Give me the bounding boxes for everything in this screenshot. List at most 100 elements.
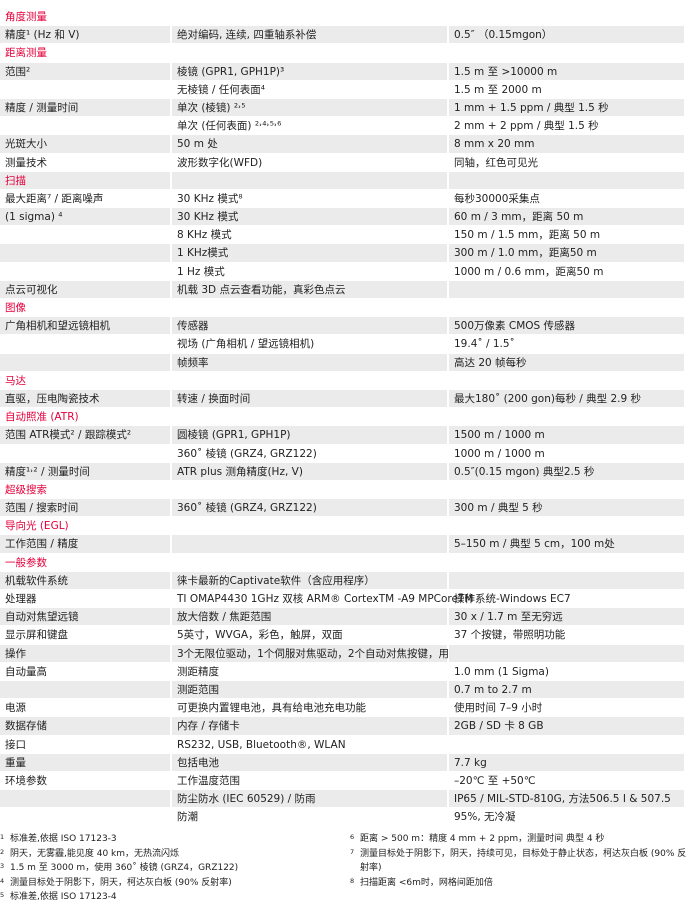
value-cell: 95%, 无冷凝 — [449, 808, 684, 827]
table-row: 视场 (广角相机 / 望远镜相机) 19.4˚ / 1.5˚ — [0, 335, 684, 354]
condition-cell: 3个无限位驱动，1个伺服对焦驱动，2个自动对焦按键，用户自定义快捷键 — [172, 644, 523, 663]
condition-cell: 棱镜 (GPR1, GPH1P)³ — [172, 62, 447, 81]
condition-cell — [172, 535, 447, 554]
condition-cell: 测距范围 — [172, 680, 447, 700]
value-cell — [449, 571, 684, 590]
table-row: 直驱，压电陶瓷技术 转速 / 换面时间 最大180˚ (200 gon)每秒 / 典… — [0, 389, 684, 409]
parameter-cell — [0, 445, 170, 463]
value-cell: 37 个按键，带照明功能 — [449, 626, 684, 645]
parameter-cell: 操作 — [0, 644, 170, 663]
table-row: 自动量高 测距精度 1.0 mm (1 Sigma) — [0, 663, 684, 681]
parameter-cell: 测量技术 — [0, 154, 170, 172]
condition-cell: 圆棱镜 (GPR1, GPH1P) — [172, 426, 447, 445]
condition-cell: 防尘防水 (IEC 60529) / 防雨 — [172, 790, 447, 809]
value-cell: 19.4˚ / 1.5˚ — [449, 335, 684, 354]
condition-cell: 帧频率 — [172, 353, 447, 372]
value-cell: 300 m / 典型 5 秒 — [449, 499, 684, 518]
section-title: 自动照准 (ATR) — [0, 408, 170, 427]
value-cell: –20℃ 至 +50℃ — [449, 772, 684, 791]
parameter-cell — [0, 244, 170, 263]
condition-cell: 360˚ 棱镜 (GRZ4, GRZ122) — [172, 499, 447, 518]
footnote-number: 1 — [0, 833, 5, 841]
value-cell — [449, 299, 684, 318]
footnote: 7 测量目标处于阴影下，阴天，持续可见，目标处于静止状态，柯达灰白板 (90% 反… — [350, 847, 690, 876]
footnotes-left: 1 标准差,依据 ISO 17123-3 2 阴天，无雾霾,能见度 40 km，无热流… — [0, 832, 340, 905]
condition-cell — [172, 8, 447, 27]
section-header: 扫描 — [0, 171, 684, 190]
parameter-cell: 环境参数 — [0, 772, 170, 791]
section-header: 图像 — [0, 299, 684, 318]
value-cell — [449, 481, 684, 500]
condition-cell: 1 Hz 模式 — [172, 263, 447, 281]
condition-cell: 单次 (任何表面) ²˒⁴˒⁵˒⁶ — [172, 117, 447, 136]
condition-cell: 内存 / 存储卡 — [172, 717, 447, 736]
value-cell: 同轴，红色可见光 — [449, 154, 684, 172]
parameter-cell: 最大距离⁷ / 距离噪声 — [0, 190, 170, 209]
condition-cell: 测距精度 — [172, 663, 447, 681]
footnote-number: 6 — [350, 833, 355, 841]
table-row: 广角相机和望远镜相机 传感器 500万像素 CMOS 传感器 — [0, 317, 684, 336]
section-title: 超级搜索 — [0, 481, 170, 500]
footnote-text: 标准差,依据 ISO 17123-3 — [10, 834, 117, 844]
parameter-cell — [0, 808, 170, 827]
value-cell: 30 x / 1.7 m 至无穷远 — [449, 608, 684, 627]
section-title: 扫描 — [0, 171, 170, 190]
section-title: 距离测量 — [0, 44, 170, 63]
table-row: 机载软件系统 徕卡最新的Captivate软件（含应用程序） — [0, 571, 684, 590]
table-row: 帧频率 高达 20 帧每秒 — [0, 353, 684, 372]
table-row: 接口 RS232, USB, Bluetooth®, WLAN — [0, 736, 684, 754]
section-header: 角度测量 — [0, 8, 684, 27]
condition-cell: ATR plus 测角精度(Hz, V) — [172, 462, 447, 481]
condition-cell: 8 KHz 模式 — [172, 226, 447, 245]
footnote: 1 标准差,依据 ISO 17123-3 — [0, 832, 340, 847]
table-row: 测量技术 波形数字化(WFD) 同轴，红色可见光 — [0, 154, 684, 172]
parameter-cell — [0, 117, 170, 136]
condition-cell: 包括电池 — [172, 753, 447, 772]
footnote: 2 阴天，无雾霾,能见度 40 km，无热流闪烁 — [0, 847, 340, 862]
parameter-cell: 机载软件系统 — [0, 571, 170, 590]
condition-cell — [172, 517, 447, 536]
parameter-cell: 数据存储 — [0, 717, 170, 736]
value-cell — [449, 408, 684, 427]
parameter-cell: 精度 / 测量时间 — [0, 98, 170, 118]
section-header: 一般参数 — [0, 554, 684, 572]
value-cell: 150 m / 1.5 mm，距离 50 m — [449, 226, 684, 245]
value-cell: 1 mm + 1.5 ppm / 典型 1.5 秒 — [449, 98, 684, 118]
table-row: 1 Hz 模式 1000 m / 0.6 mm，距离50 m — [0, 263, 684, 281]
condition-cell: 工作温度范围 — [172, 772, 447, 791]
footnote: 8 扫描距离 <6m时，网格间距加倍 — [350, 876, 690, 891]
footnote-text: 测量目标处于阴影下，阴天，持续可见，目标处于静止状态，柯达灰白板 (90% 反射… — [360, 848, 687, 874]
parameter-cell — [0, 226, 170, 245]
parameter-cell: 点云可视化 — [0, 280, 170, 299]
parameter-cell — [0, 81, 170, 99]
value-cell: 0.7 m to 2.7 m — [449, 680, 684, 700]
condition-cell: 防潮 — [172, 808, 447, 827]
table-row: 防尘防水 (IEC 60529) / 防雨 IP65 / MIL-STD-810G… — [0, 790, 684, 809]
section-header: 马达 — [0, 372, 684, 390]
value-cell: 最大180˚ (200 gon)每秒 / 典型 2.9 秒 — [449, 389, 684, 409]
value-cell: 500万像素 CMOS 传感器 — [449, 317, 684, 336]
section-title: 导向光 (EGL) — [0, 517, 170, 536]
parameter-cell: 自动对焦望远镜 — [0, 608, 170, 627]
table-row: 数据存储 内存 / 存储卡 2GB / SD 卡 8 GB — [0, 717, 684, 736]
footnote-text: 测量目标处于阴影下，阴天，柯达灰白板 (90% 反射率) — [10, 877, 232, 888]
table-row: 工作范围 / 精度 5–150 m / 典型 5 cm，100 m处 — [0, 535, 684, 554]
parameter-cell: 范围 / 搜索时间 — [0, 499, 170, 518]
condition-cell: 单次 (棱镜) ²˒⁵ — [172, 98, 447, 118]
section-title: 一般参数 — [0, 554, 170, 572]
value-cell: 8 mm x 20 mm — [449, 135, 684, 154]
condition-cell: 50 m 处 — [172, 135, 447, 154]
parameter-cell — [0, 680, 170, 700]
footnote-text: 标准差,依据 ISO 17123-4 — [10, 892, 117, 902]
value-cell — [449, 280, 684, 299]
condition-cell: TI OMAP4430 1GHz 双核 ARM® CortexTM -A9 MP… — [172, 590, 473, 609]
section-header: 超级搜索 — [0, 481, 684, 500]
table-row: 无棱镜 / 任何表面⁴ 1.5 m 至 2000 m — [0, 81, 684, 99]
value-cell: 高达 20 帧每秒 — [449, 353, 684, 372]
footnote-number: 7 — [350, 847, 355, 856]
value-cell: 1000 m / 1000 m — [449, 445, 684, 463]
parameter-cell: 显示屏和键盘 — [0, 626, 170, 645]
table-row: 精度 / 测量时间 单次 (棱镜) ²˒⁵ 1 mm + 1.5 ppm / 典型 … — [0, 98, 684, 118]
value-cell: 60 m / 3 mm，距离 50 m — [449, 208, 684, 227]
parameter-cell — [0, 353, 170, 372]
